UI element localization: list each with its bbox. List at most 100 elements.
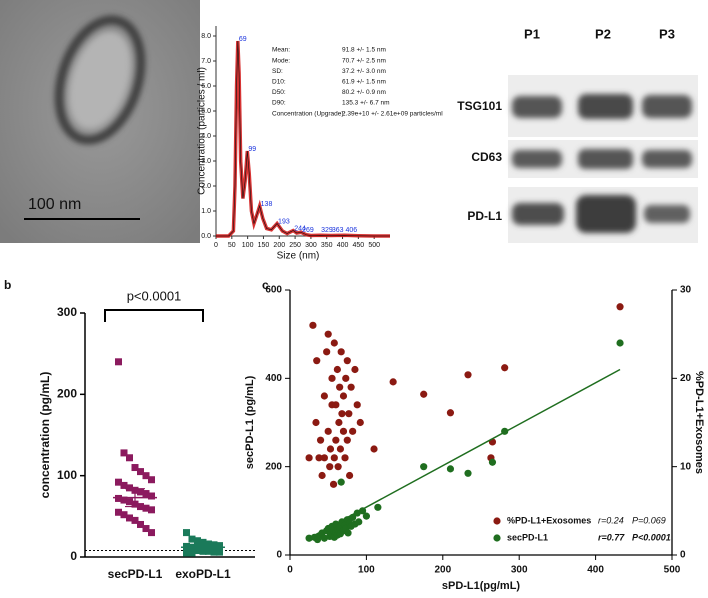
- legend-label: secPD-L1: [507, 532, 548, 542]
- error-bar: [193, 545, 213, 550]
- stat-value: 80.2 +/- 0.9 nm: [342, 89, 386, 96]
- data-point: [349, 513, 357, 522]
- data-point: [137, 468, 144, 476]
- data-point: [199, 538, 207, 546]
- stat-name: D10:: [272, 79, 286, 86]
- data-point: [616, 339, 624, 347]
- x-tick-label: 100: [358, 565, 375, 576]
- data-point: [374, 503, 382, 511]
- y-tick-label: 2.0: [201, 183, 211, 190]
- y2-tick-label: 10: [680, 461, 692, 472]
- data-point: [188, 549, 196, 557]
- data-point: [353, 401, 361, 409]
- lane-label: P2: [595, 26, 611, 41]
- peak-label: 363: [332, 227, 344, 234]
- data-point: [205, 540, 212, 548]
- data-point: [305, 534, 313, 542]
- y2-tick-label: 30: [680, 285, 692, 296]
- data-point: [336, 383, 344, 391]
- y-tick-label: 400: [265, 373, 282, 384]
- data-point: [131, 516, 139, 524]
- data-point: [323, 348, 331, 356]
- y2-tick-label: 0: [680, 550, 686, 561]
- y-tick-label: 1.0: [201, 208, 211, 215]
- data-point: [316, 436, 325, 444]
- y-tick-label: 6.0: [201, 83, 211, 90]
- data-point: [115, 494, 122, 502]
- western-blot: P1 P2 P3 TSG101 CD63 PD-L1: [457, 26, 698, 243]
- x-tick-label: 0: [214, 242, 218, 249]
- x-tick-label: 400: [337, 242, 349, 249]
- data-point: [318, 471, 326, 480]
- data-point: [330, 454, 338, 462]
- data-point: [216, 542, 223, 550]
- lane-label: P1: [524, 26, 540, 41]
- y-tick-label: 200: [57, 387, 77, 401]
- stat-value: 61.9 +/- 1.5 nm: [342, 79, 386, 86]
- data-point: [305, 454, 313, 462]
- stat-name: D50:: [272, 89, 286, 96]
- data-point: [328, 374, 336, 382]
- y-axis-label: secPD-L1 (pg/mL): [244, 375, 256, 469]
- data-point: [142, 490, 150, 498]
- stat-value: 2.39e+10 +/- 2.61e+09 particles/ml: [342, 110, 443, 117]
- x-tick-label: 400: [587, 565, 604, 576]
- stat-name: Mode:: [272, 57, 290, 64]
- stat-annotation: P<0.0001: [632, 532, 671, 542]
- y-tick-label: 4.0: [201, 133, 211, 140]
- data-point: [131, 464, 139, 472]
- lane-label: P3: [659, 26, 675, 41]
- data-point: [464, 469, 472, 477]
- data-point: [446, 409, 455, 417]
- data-point: [312, 418, 320, 427]
- peak-label: 269: [302, 227, 314, 234]
- data-point: [115, 358, 122, 366]
- data-point: [326, 445, 335, 453]
- peak-label: 69: [239, 36, 247, 43]
- data-point: [464, 371, 472, 379]
- stat-annotation: r=0.24: [598, 515, 624, 525]
- data-point: [120, 496, 128, 504]
- data-point: [389, 378, 397, 386]
- x-axis-label: sPD-L1(pg/mL): [442, 580, 521, 592]
- data-point: [120, 481, 128, 489]
- stat-name: D90:: [272, 100, 286, 107]
- data-point: [355, 518, 363, 526]
- stat-name: SD:: [272, 68, 283, 75]
- peak-label: 244: [294, 225, 306, 232]
- data-point: [332, 401, 340, 409]
- y-tick-label: 200: [265, 461, 282, 472]
- data-point: [188, 535, 196, 543]
- data-point: [115, 478, 122, 486]
- stat-name: Concentration (Upgrade):: [272, 110, 346, 117]
- x-tick-label: 0: [287, 565, 293, 576]
- data-point: [446, 465, 455, 473]
- legend-label: %PD-L1+Exosomes: [507, 515, 591, 525]
- data-point: [126, 484, 133, 492]
- data-point: [148, 476, 155, 484]
- data-point: [347, 383, 355, 391]
- data-point: [329, 480, 338, 488]
- data-point: [343, 436, 351, 444]
- data-point: [420, 463, 428, 471]
- x-tick-label: 150: [258, 242, 270, 249]
- y-tick-label: 100: [57, 468, 77, 482]
- data-point: [616, 303, 624, 311]
- x-tick-label: 450: [353, 242, 365, 249]
- data-point: [356, 418, 364, 427]
- y-tick-label: 0.0: [201, 233, 211, 240]
- y-tick-label: 8.0: [201, 33, 211, 40]
- x-tick-label: exoPD-L1: [175, 567, 231, 581]
- row-label: PD-L1: [467, 209, 502, 223]
- x-tick-label: 50: [228, 242, 236, 249]
- data-point: [120, 449, 128, 457]
- data-point: [137, 488, 144, 496]
- panel-label: b: [4, 278, 11, 292]
- data-point: [210, 548, 218, 556]
- x-tick-label: 300: [305, 242, 317, 249]
- x-axis-label: Size (nm): [277, 251, 320, 262]
- y-tick-label: 5.0: [201, 108, 211, 115]
- data-point: [336, 445, 345, 453]
- x-tick-label: 300: [511, 565, 528, 576]
